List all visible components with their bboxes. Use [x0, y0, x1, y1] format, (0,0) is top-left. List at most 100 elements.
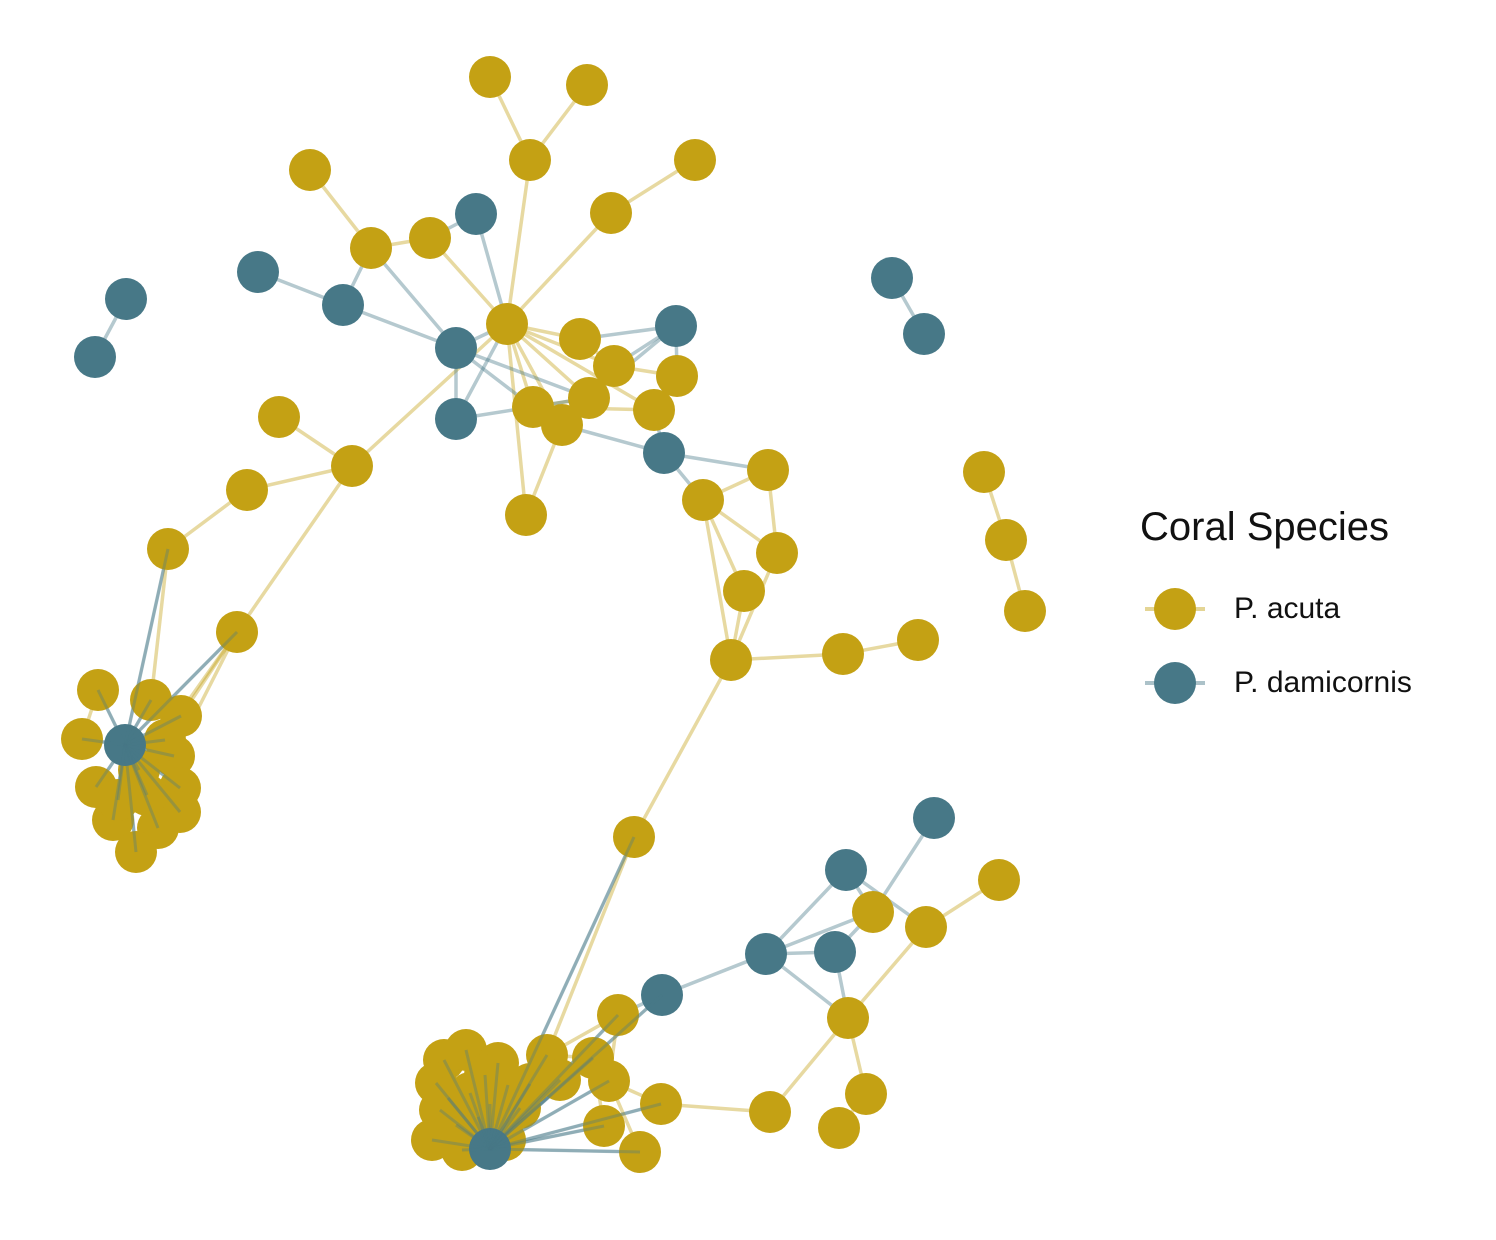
network-edge-overlay: [489, 1138, 506, 1151]
network-edge: [701, 499, 733, 661]
node-p-acuta: [756, 532, 798, 574]
nodes: [61, 56, 1046, 1173]
node-p-acuta: [539, 1059, 581, 1101]
network-edge-overlay: [489, 1147, 641, 1154]
network-edge-overlay: [488, 1054, 549, 1150]
network-edge-overlay: [124, 738, 166, 747]
node-p-acuta: [619, 1131, 661, 1173]
node-p-damicornis: [435, 398, 477, 440]
network-edge-overlay: [476, 1116, 492, 1150]
legend-label-acuta: P. acuta: [1234, 592, 1341, 625]
node-p-acuta: [588, 1060, 630, 1102]
network-edge-overlay: [489, 1079, 610, 1151]
node-p-damicornis: [871, 257, 913, 299]
network-edge-overlay: [439, 1108, 491, 1151]
node-p-acuta: [633, 389, 675, 431]
network-edge: [506, 322, 655, 412]
node-p-acuta: [640, 1083, 682, 1125]
node-p-acuta: [77, 669, 119, 711]
network-edge-overlay: [461, 1147, 491, 1152]
network-edge-overlay: [488, 1078, 562, 1151]
node-p-acuta: [978, 859, 1020, 901]
network-edge-overlay: [488, 836, 636, 1150]
node-p-damicornis: [74, 336, 116, 378]
network-edge-overlay: [123, 744, 138, 853]
network-edge-overlay: [464, 1049, 492, 1150]
network-edge-overlay: [96, 689, 127, 746]
network-edge: [350, 322, 509, 468]
node-p-acuta: [593, 345, 635, 387]
network-edge: [123, 630, 239, 747]
node-p-acuta: [656, 355, 698, 397]
network-edge-overlay: [81, 737, 126, 747]
node-p-damicornis: [237, 251, 279, 293]
acuta-swatch-icon: [1145, 588, 1205, 630]
network-edge-overlay: [123, 744, 160, 829]
node-p-acuta: [115, 831, 157, 873]
node-p-acuta: [723, 570, 765, 612]
node-p-acuta: [710, 639, 752, 681]
network-edge-overlay: [124, 743, 175, 758]
network-edge-overlay: [488, 1083, 532, 1150]
node-p-acuta: [61, 718, 103, 760]
network-edge: [545, 836, 636, 1056]
node-p-acuta: [749, 1091, 791, 1133]
network-edge: [369, 246, 458, 350]
node-p-acuta: [541, 404, 583, 446]
network-edge: [123, 548, 170, 746]
network-edge-overlay: [431, 1138, 491, 1151]
node-p-damicornis: [825, 849, 867, 891]
network-edge-overlay: [488, 1062, 500, 1150]
node-p-acuta: [350, 227, 392, 269]
node-p-acuta: [126, 774, 168, 816]
node-p-acuta: [583, 1105, 625, 1147]
node-p-damicornis: [745, 933, 787, 975]
node-p-acuta: [505, 494, 547, 536]
legend-title: Coral Species: [1140, 505, 1390, 549]
network-edge-overlay: [123, 699, 153, 746]
node-p-acuta: [590, 192, 632, 234]
network-edge: [235, 465, 354, 633]
node-p-acuta: [147, 528, 189, 570]
node-p-acuta: [852, 891, 894, 933]
damicornis-swatch-icon: [1145, 662, 1205, 704]
node-p-acuta: [559, 318, 601, 360]
network-edge-overlay: [123, 744, 149, 796]
node-p-acuta: [818, 1107, 860, 1149]
node-p-damicornis: [903, 313, 945, 355]
network-edge-overlay: [455, 1123, 491, 1151]
node-p-acuta: [905, 906, 947, 948]
node-p-acuta: [464, 1054, 506, 1096]
network-edge-overlay: [468, 1092, 492, 1150]
node-p-acuta: [258, 396, 300, 438]
node-p-acuta: [597, 994, 639, 1036]
node-p-damicornis: [641, 974, 683, 1016]
node-p-acuta: [1004, 590, 1046, 632]
node-p-acuta: [509, 139, 551, 181]
network-edge: [455, 346, 590, 400]
node-p-acuta: [331, 445, 373, 487]
network-edge-overlay: [124, 743, 181, 790]
legend: Coral Species P. acuta P. damicornis: [1140, 505, 1412, 720]
node-p-damicornis: [655, 305, 697, 347]
node-p-acuta: [144, 719, 186, 761]
node-p-acuta: [568, 377, 610, 419]
node-p-acuta: [613, 816, 655, 858]
network-graph: [61, 56, 1046, 1173]
network-edge-overlay: [123, 630, 239, 747]
node-p-damicornis: [435, 327, 477, 369]
network-edge-overlay: [123, 548, 170, 746]
node-p-damicornis: [913, 797, 955, 839]
network-edge-overlay: [124, 714, 182, 747]
network-edge-overlay: [489, 1124, 605, 1151]
node-p-damicornis: [814, 931, 856, 973]
node-p-damicornis: [455, 193, 497, 235]
node-p-damicornis: [643, 432, 685, 474]
legend-label-damicornis: P. damicornis: [1234, 666, 1412, 699]
legend-item-damicornis: P. damicornis: [1140, 646, 1412, 720]
node-p-acuta: [226, 469, 268, 511]
node-p-acuta: [963, 451, 1005, 493]
node-p-acuta: [566, 64, 608, 106]
edge-overlay: [81, 548, 664, 1154]
node-p-acuta: [674, 139, 716, 181]
